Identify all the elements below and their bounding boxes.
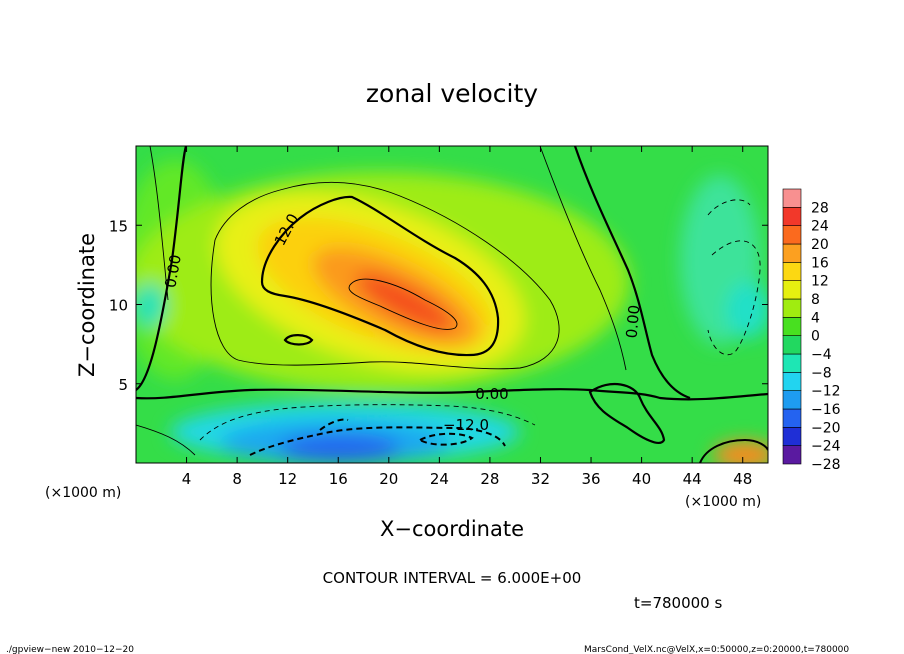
contour-label: 0.00	[161, 253, 185, 289]
y-axis-label: Z−coordinate	[75, 233, 99, 377]
contour-zero-upper	[136, 146, 188, 391]
contour-neg-six-lower	[199, 404, 536, 441]
y-tick-label: 15	[109, 217, 128, 235]
colorbar-swatch	[782, 188, 802, 208]
x-unit-label-right: (×1000 m)	[685, 494, 761, 510]
contour-eighteen-inner	[348, 278, 458, 330]
colorbar-swatch	[782, 262, 802, 281]
x-axis-label: X−coordinate	[380, 517, 524, 541]
contour-zero-right	[573, 146, 691, 400]
footer-right: MarsCond_VelX.nc@VelX,x=0:50000,z=0:2000…	[584, 645, 849, 654]
colorbar-swatch	[782, 243, 802, 263]
field-left-cyan-patch	[136, 283, 166, 327]
colorbar-tick-label: 4	[811, 310, 820, 326]
colorbar-tick-label: 0	[811, 329, 820, 345]
colorbar-tick-label: 12	[811, 274, 829, 290]
chart-title: zonal velocity	[366, 79, 538, 108]
colorbar-swatch	[782, 445, 802, 465]
colorbar-tick-label: −4	[811, 347, 832, 363]
colorbar-swatch	[782, 427, 802, 446]
contour-label: 0.00	[475, 385, 508, 403]
field-lower-blue-core	[280, 434, 400, 462]
colorbar-tick-label: −8	[811, 365, 832, 381]
x-tick-label: 4	[182, 470, 192, 488]
x-tick-label: 48	[733, 470, 752, 488]
contour-interval-annotation: CONTOUR INTERVAL = 6.000E+00	[323, 569, 582, 587]
colorbar-tick-label: −16	[811, 402, 841, 418]
colorbar-swatch	[782, 353, 802, 373]
velocity-field: 12.0 0.00 0.00 −12.0 0.00	[136, 146, 768, 463]
contour-neg-twelve	[249, 418, 506, 456]
colorbar-swatch	[782, 408, 802, 428]
contour-label: −12.0	[443, 416, 489, 434]
footer-left: ./gpview−new 2010−12−20	[6, 645, 134, 654]
contour-neg-six-right	[707, 199, 761, 356]
colorbar-swatch	[782, 390, 802, 410]
colorbar-swatch	[782, 335, 802, 355]
colorbar-swatch	[782, 280, 802, 300]
contour-labels: 12.0 0.00 0.00 −12.0 0.00	[161, 211, 643, 434]
colorbar-swatch	[782, 317, 802, 336]
y-tick-label: 10	[109, 297, 128, 315]
colorbar-tick-label: −20	[811, 420, 841, 436]
x-tick-label: 32	[531, 470, 550, 488]
colorbar-tick-label: 20	[811, 237, 829, 253]
contour-six-right	[539, 146, 627, 371]
contour-label: 0.00	[623, 304, 644, 339]
time-label: t=780000 s	[634, 594, 722, 612]
x-tick-label: 24	[430, 470, 449, 488]
colorbar-swatch	[782, 207, 802, 226]
x-tick-label: 36	[581, 470, 600, 488]
contour-six-left	[149, 146, 169, 301]
contour-lines	[136, 146, 768, 463]
contour-twelve-outer	[260, 195, 500, 357]
colorbar-tick-label: −28	[811, 457, 841, 473]
contour-six-lower	[136, 424, 196, 456]
contour-bottom-right	[699, 438, 768, 463]
colorbar-swatch	[782, 298, 802, 318]
x-tick-label: 16	[329, 470, 348, 488]
x-tick-label: 20	[379, 470, 398, 488]
colorbar-swatch	[782, 225, 802, 245]
y-axis-ticks: 5 10 15	[109, 217, 768, 394]
x-tick-label: 28	[480, 470, 499, 488]
x-tick-label: 40	[632, 470, 651, 488]
contour-neg-eighteen	[417, 432, 474, 446]
x-tick-label: 8	[232, 470, 242, 488]
colorbar-tick-label: 16	[811, 255, 829, 271]
y-tick-label: 5	[118, 376, 128, 394]
field-redorange-core	[355, 272, 455, 332]
field-right-cyan-patch	[726, 282, 768, 338]
x-axis-ticks: 4 8 12 16 20 24 28 32 36 40 44 48	[182, 146, 752, 488]
colorbar-tick-label: −24	[811, 439, 841, 455]
colorbar: 28 24 20 16 12 8 4 0 −4 −8 −12 −16 −20 −24 −28	[782, 188, 841, 473]
x-tick-label: 12	[278, 470, 297, 488]
x-tick-label: 44	[683, 470, 702, 488]
contour-six-outer	[210, 181, 560, 370]
colorbar-swatch	[782, 372, 802, 391]
contour-twelve-small-loop	[283, 334, 314, 346]
colorbar-tick-label: 28	[811, 200, 829, 216]
colorbar-tick-label: 8	[811, 292, 820, 308]
colorbar-tick-label: 24	[811, 219, 829, 235]
x-unit-label-left: (×1000 m)	[45, 485, 121, 501]
contour-zero-lower	[136, 388, 768, 401]
colorbar-tick-label: −12	[811, 384, 841, 400]
contour-zero-wiggle	[588, 383, 666, 444]
field-bottom-right-warm	[713, 441, 768, 463]
